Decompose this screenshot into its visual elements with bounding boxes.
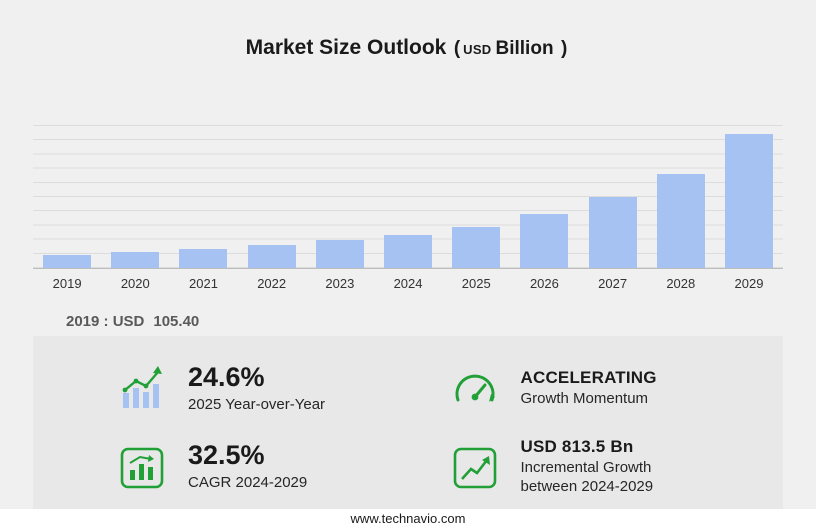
stat-cagr: 32.5% CAGR 2024-2029 [118,437,411,497]
title-paren-close: ) [561,38,568,59]
plot-area [33,125,783,269]
bar-2020 [111,252,160,268]
bar-2024 [384,235,433,268]
stats-panel: 24.6% 2025 Year-over-Year ACCELERATING G… [33,336,783,514]
x-tick-2020: 2020 [120,276,150,291]
market-size-chart: 2019 2020 2021 2022 2023 2024 2025 2026 2027 2028… [33,125,783,291]
stat-value-yoy: 24.6% [188,362,265,392]
x-tick-2021: 2021 [189,276,218,291]
x-tick-2023: 2023 [325,276,355,291]
x-tick-2022: 2022 [257,276,287,291]
bar-2019 [43,254,92,268]
x-tick-2028: 2028 [666,276,696,291]
bar-2021 [179,248,228,268]
stat-label-momentum: Growth Momentum [520,390,649,408]
stat-value-cagr: 32.5% [188,440,265,471]
bar-growth-icon [118,364,166,412]
x-tick-2029: 2029 [734,276,764,291]
line-growth-icon [451,443,499,491]
x-tick-2019: 2019 [52,276,82,291]
stat-momentum: ACCELERATING Growth Momentum [451,362,744,415]
bar-2028 [656,174,705,268]
base-year-prefix: 2019 : USD [66,313,145,330]
stat-label-yoy: 2025 Year-over-Year [188,396,326,414]
bar-2029 [724,134,773,268]
bar-2027 [588,196,637,268]
x-tick-2027: 2027 [598,276,628,291]
stat-value-momentum: ACCELERATING [520,367,657,387]
x-axis-labels: 2019 2020 2021 2022 2023 2024 2025 2026 2027 2028… [33,276,783,291]
title-unit: Billion [495,38,554,59]
base-year-annotation: 2019 : USD 105.40 [66,313,199,330]
stat-incremental-growth: USD 813.5 Bn Incremental Growth between … [451,437,744,497]
stat-label-cagr: CAGR 2024-2029 [188,474,308,492]
bar-2022 [247,245,296,268]
footer-url: www.technavio.com [0,509,816,528]
bar-2026 [520,214,569,268]
speedometer-icon [451,364,499,412]
x-tick-2024: 2024 [393,276,423,291]
title-currency: USD [463,42,492,57]
title-main: Market Size Outlook [245,36,447,59]
stat-label-incremental: Incremental Growth between 2024-2029 [520,459,654,496]
x-tick-2025: 2025 [461,276,491,291]
base-year-value: 105.40 [153,313,200,330]
bar-chart-box-icon [118,443,166,491]
bar-2025 [452,227,501,268]
stat-value-incremental: USD 813.5 Bn [520,436,634,456]
page-title: Market Size Outlook (USD Billion ) [0,36,816,60]
stat-yoy-growth: 24.6% 2025 Year-over-Year [118,362,411,415]
bar-2023 [315,240,364,268]
title-paren-open: ( [453,38,461,59]
x-tick-2026: 2026 [529,276,559,291]
